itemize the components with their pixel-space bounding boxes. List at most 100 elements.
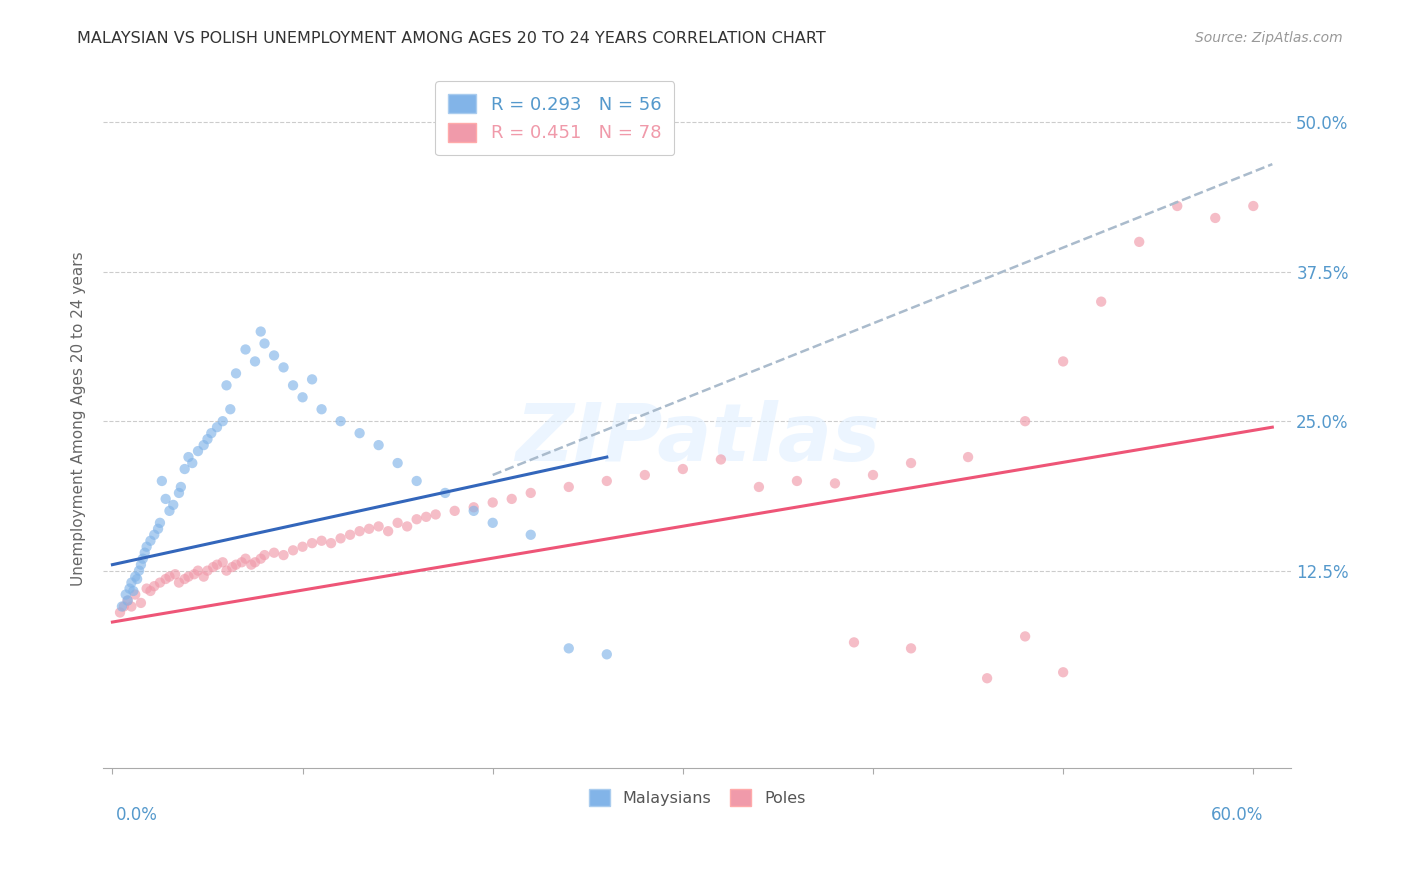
Point <box>129 558 152 572</box>
Point <box>311 533 333 548</box>
Point <box>253 336 276 351</box>
Point <box>481 495 503 509</box>
Point <box>120 599 142 614</box>
Point <box>197 564 219 578</box>
Point <box>211 414 233 428</box>
Legend: Malaysians, Poles: Malaysians, Poles <box>582 783 811 813</box>
Point <box>329 532 352 546</box>
Point <box>291 390 314 404</box>
Point <box>434 486 457 500</box>
Point <box>377 524 399 539</box>
Point <box>205 420 228 434</box>
Point <box>235 551 257 566</box>
Point <box>165 567 187 582</box>
Point <box>249 551 271 566</box>
Point <box>367 438 389 452</box>
Point <box>243 354 266 368</box>
Point <box>243 555 266 569</box>
Point <box>1014 414 1036 428</box>
Point <box>183 567 205 582</box>
Point <box>108 606 131 620</box>
Point <box>200 426 222 441</box>
Point <box>143 528 166 542</box>
Point <box>170 480 193 494</box>
Point <box>1052 665 1074 680</box>
Point <box>139 533 162 548</box>
Point <box>162 498 184 512</box>
Point <box>155 572 177 586</box>
Text: Source: ZipAtlas.com: Source: ZipAtlas.com <box>1195 31 1343 45</box>
Point <box>127 572 149 586</box>
Y-axis label: Unemployment Among Ages 20 to 24 years: Unemployment Among Ages 20 to 24 years <box>72 251 86 585</box>
Point <box>219 402 242 417</box>
Point <box>187 564 209 578</box>
Point <box>1090 294 1112 309</box>
Point <box>129 596 152 610</box>
Point <box>463 500 485 515</box>
Point <box>957 450 980 464</box>
Point <box>301 536 323 550</box>
Point <box>205 558 228 572</box>
Point <box>193 569 215 583</box>
Point <box>415 509 437 524</box>
Point <box>155 491 177 506</box>
Point <box>1014 629 1036 643</box>
Point <box>786 474 808 488</box>
Point <box>319 536 342 550</box>
Point <box>117 593 139 607</box>
Point <box>117 593 139 607</box>
Point <box>225 367 247 381</box>
Point <box>405 474 427 488</box>
Point <box>124 588 146 602</box>
Point <box>1128 235 1150 249</box>
Point <box>263 546 285 560</box>
Point <box>311 402 333 417</box>
Point <box>634 468 657 483</box>
Point <box>339 528 361 542</box>
Point <box>281 543 304 558</box>
Point <box>263 348 285 362</box>
Point <box>173 462 195 476</box>
Point <box>443 504 465 518</box>
Point <box>281 378 304 392</box>
Point <box>519 486 541 500</box>
Point <box>132 551 155 566</box>
Point <box>463 504 485 518</box>
Point <box>349 524 371 539</box>
Point <box>134 546 156 560</box>
Point <box>273 360 295 375</box>
Point <box>291 540 314 554</box>
Point <box>193 438 215 452</box>
Point <box>672 462 695 476</box>
Point <box>1204 211 1226 225</box>
Point <box>349 426 371 441</box>
Point <box>558 480 581 494</box>
Point <box>177 569 200 583</box>
Point <box>159 504 181 518</box>
Point <box>202 560 225 574</box>
Point <box>167 575 190 590</box>
Point <box>128 564 150 578</box>
Text: 60.0%: 60.0% <box>1211 806 1263 824</box>
Point <box>301 372 323 386</box>
Point <box>501 491 523 506</box>
Point <box>124 569 146 583</box>
Point <box>197 432 219 446</box>
Text: ZIPatlas: ZIPatlas <box>515 401 880 478</box>
Point <box>900 641 922 656</box>
Point <box>519 528 541 542</box>
Point <box>1052 354 1074 368</box>
Point <box>235 343 257 357</box>
Point <box>253 548 276 562</box>
Point <box>359 522 381 536</box>
Point <box>143 579 166 593</box>
Point <box>596 648 619 662</box>
Point <box>558 641 581 656</box>
Point <box>118 582 141 596</box>
Point <box>367 519 389 533</box>
Point <box>710 452 733 467</box>
Point <box>1166 199 1188 213</box>
Point <box>111 599 134 614</box>
Point <box>150 474 173 488</box>
Point <box>215 564 238 578</box>
